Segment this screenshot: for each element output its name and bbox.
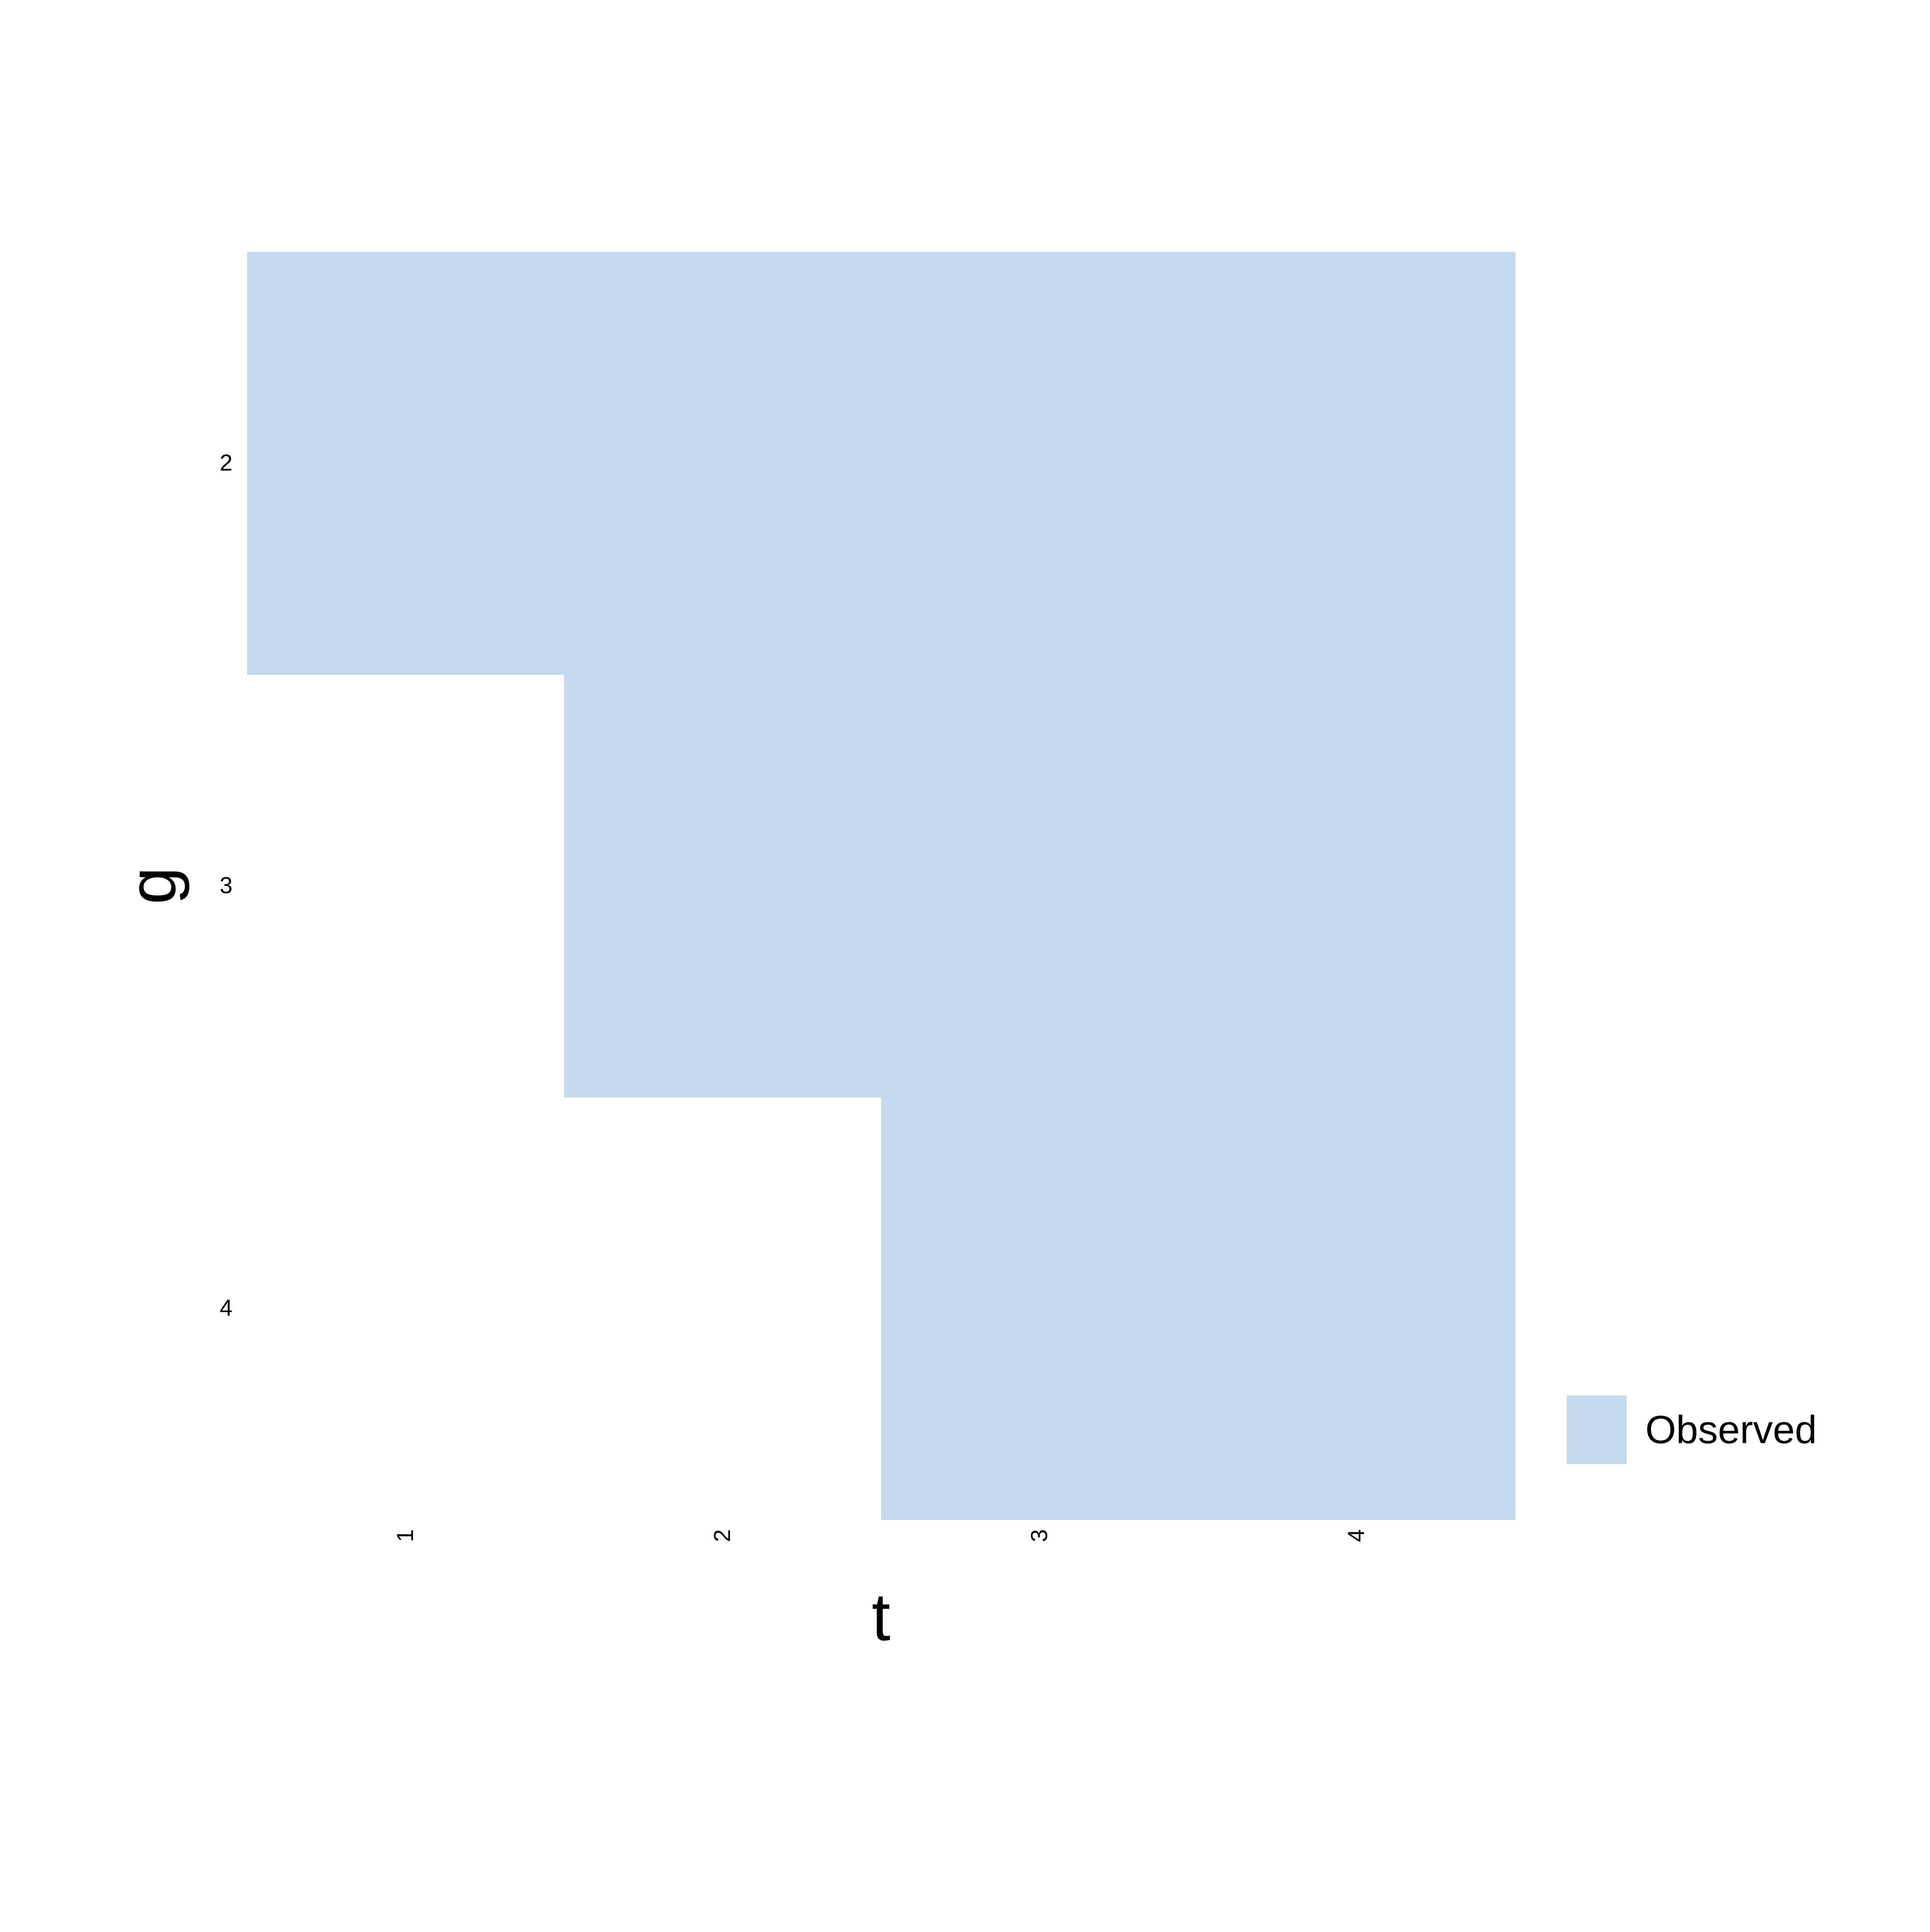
x-tick-label: 2: [710, 1529, 735, 1542]
y-tick-label: 2: [220, 451, 233, 476]
x-axis-title: t: [872, 1579, 891, 1655]
heatmap-cell: [247, 252, 565, 675]
heatmap-cell: [881, 1097, 1199, 1520]
legend-key: [1567, 1396, 1627, 1464]
heatmap-cell: [564, 252, 882, 675]
y-axis-ticks: 2 3 4: [220, 451, 233, 1321]
x-tick-label: 1: [393, 1529, 418, 1542]
x-tick-label: 4: [1344, 1529, 1369, 1542]
x-axis-ticks: 1 2 3 4: [393, 1529, 1369, 1542]
heatmap-cell: [1198, 252, 1516, 675]
heatmap-cells: [247, 252, 1516, 1520]
heatmap-cell: [881, 674, 1199, 1097]
y-tick-label: 3: [220, 873, 233, 899]
y-tick-label: 4: [220, 1296, 233, 1321]
y-axis-title: g: [114, 867, 190, 904]
heatmap-cell: [1198, 674, 1516, 1097]
heatmap-cell: [564, 674, 882, 1097]
heatmap-cell: [881, 252, 1199, 675]
legend: Observed: [1567, 1396, 1817, 1464]
legend-label: Observed: [1645, 1408, 1817, 1452]
x-tick-label: 3: [1027, 1529, 1052, 1542]
heatmap-cell: [1198, 1097, 1516, 1520]
